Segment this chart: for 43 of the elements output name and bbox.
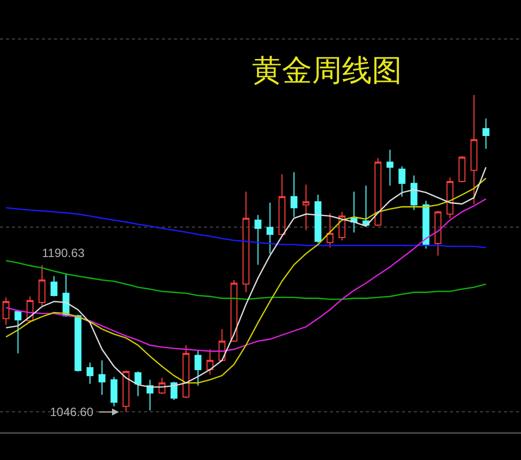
candlestick (14, 309, 22, 354)
candlestick (218, 328, 226, 361)
candlestick (446, 176, 454, 219)
candlestick (38, 264, 46, 306)
candlestick (338, 211, 346, 241)
candlestick (266, 202, 274, 254)
candlestick (182, 344, 190, 399)
annotation: 1190.63 (42, 246, 85, 260)
candlestick (74, 314, 82, 372)
candlestick (350, 191, 358, 233)
candlestick (398, 166, 406, 198)
candlestick (290, 172, 298, 218)
candlestick (410, 174, 418, 210)
candlestick (230, 279, 238, 343)
candlestick (122, 370, 130, 412)
candlestick (374, 158, 382, 227)
candlestick (314, 194, 322, 244)
candlestick (362, 185, 370, 227)
candlestick (50, 276, 58, 297)
candlestick (110, 376, 118, 407)
candlestick (278, 174, 286, 236)
candlestick (434, 210, 442, 256)
chart-title: 黄金周线图 (252, 53, 402, 88)
candlestick (86, 362, 94, 384)
candlestick (458, 156, 466, 183)
candlestick (422, 200, 430, 250)
candlestick (146, 379, 154, 411)
candlestick (158, 377, 166, 394)
candlestick (326, 212, 334, 248)
candlestick (194, 350, 202, 386)
candlestick (254, 214, 262, 266)
candlestick (482, 118, 490, 150)
candlestick (386, 149, 394, 186)
candlestick (206, 348, 214, 376)
candlestick (98, 360, 106, 396)
candlestick (2, 296, 10, 326)
candlestick (302, 184, 310, 231)
candlestick (170, 381, 178, 400)
candlestick (242, 191, 250, 293)
candlestick (26, 296, 34, 324)
annotation: 1046.60 (50, 405, 94, 419)
candlestick (470, 94, 478, 204)
candlestick (134, 370, 142, 397)
